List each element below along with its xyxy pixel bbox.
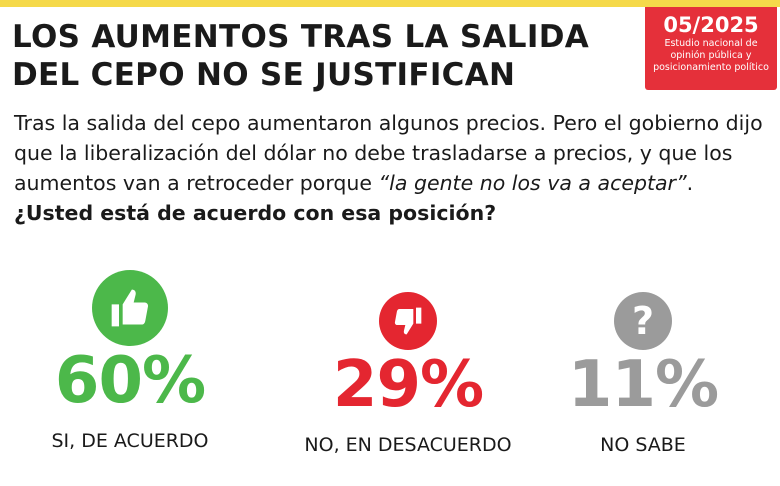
value-label-disagree: 29% <box>332 348 484 422</box>
question-text: Tras la salida del cepo aumentaron algun… <box>14 111 763 195</box>
survey-question: Tras la salida del cepo aumentaron algun… <box>14 108 774 228</box>
result-agree: 60% SI, DE ACUERDO <box>0 270 260 452</box>
title-line-1: LOS AUMENTOS TRAS LA SALIDA <box>12 19 590 55</box>
result-dont-know: ? 11% NO SABE <box>513 270 773 456</box>
question-quote: “la gente no los va a aceptar” <box>378 171 687 195</box>
badge-subtitle: Estudio nacional de opinión pública y po… <box>653 38 769 73</box>
value-label-agree: 60% <box>54 344 206 418</box>
result-disagree: 29% NO, EN DESACUERDO <box>278 270 538 456</box>
top-accent-bar <box>0 0 780 7</box>
category-label-agree: SI, DE ACUERDO <box>51 430 209 452</box>
value-label-dont-know: 11% <box>567 348 719 422</box>
badge-date: 05/2025 <box>663 13 759 37</box>
question-sep: . <box>686 171 694 195</box>
category-label-dont-know: NO SABE <box>600 434 686 456</box>
title-line-2: DEL CEPO NO SE JUSTIFICAN <box>12 57 516 93</box>
date-badge: 05/2025 Estudio nacional de opinión públ… <box>645 7 777 90</box>
category-label-disagree: NO, EN DESACUERDO <box>304 434 512 456</box>
page-title: LOS AUMENTOS TRAS LA SALIDA DEL CEPO NO … <box>12 18 589 94</box>
thumbs-up-icon <box>92 270 168 346</box>
question-icon: ? <box>614 292 672 350</box>
question-bold: ¿Usted está de acuerdo con esa posición? <box>14 201 497 225</box>
thumbs-down-icon <box>379 292 437 350</box>
